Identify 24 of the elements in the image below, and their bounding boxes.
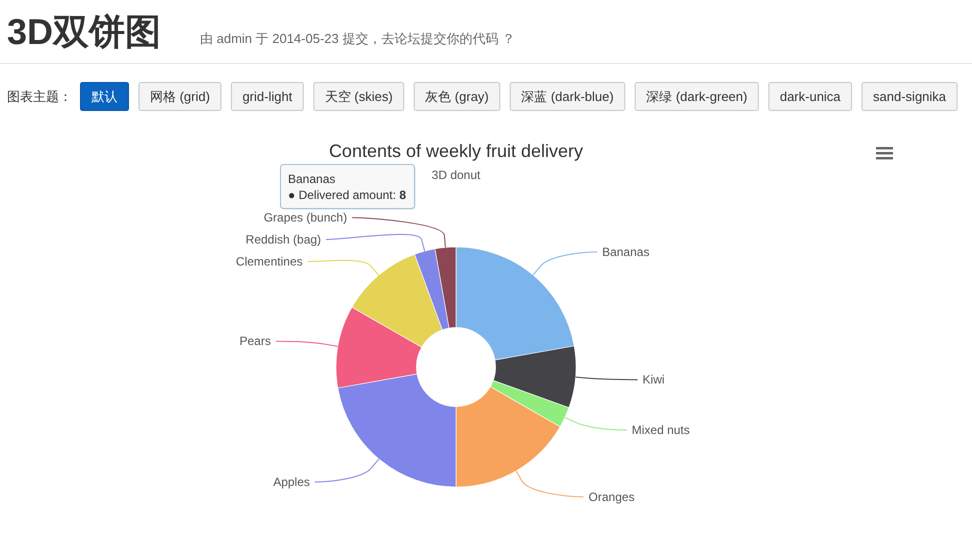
slice-label: Reddish (bag) [246, 232, 322, 247]
button: 网格 (grid) [138, 82, 222, 111]
button: dark-unica [768, 82, 852, 111]
button: 灰色 (gray) [414, 82, 500, 111]
slice-label: Mixed nuts [632, 423, 690, 438]
slice-label: Grapes (bunch) [264, 210, 348, 225]
tooltip: Bananas ● Delivered amount: 8 [280, 164, 416, 210]
button: 天空 (skies) [313, 82, 404, 111]
slice-label: Apples [273, 474, 310, 489]
button: 默认 [80, 82, 129, 111]
slice-label: Pears [239, 334, 271, 348]
chart-subtitle: 3D donut [432, 168, 482, 182]
slice-label: Kiwi [642, 372, 665, 387]
button: grid-light [230, 82, 304, 111]
text: 图表主题： [7, 89, 72, 104]
slice-label: Oranges [588, 490, 635, 504]
button: 深绿 (dark-green) [634, 82, 759, 111]
text: 由 admin 于 2014-05-23 提交，去论坛提交你的代码 ？ [200, 31, 515, 46]
button: sand-signika [862, 82, 958, 111]
slice-label: Bananas [602, 245, 650, 260]
button: 深蓝 (dark-blue) [510, 82, 626, 111]
chart-title: Contents of weekly fruit delivery [328, 141, 584, 161]
text: 3D双饼图 [7, 11, 162, 52]
slice-label: Clementines [236, 254, 303, 269]
